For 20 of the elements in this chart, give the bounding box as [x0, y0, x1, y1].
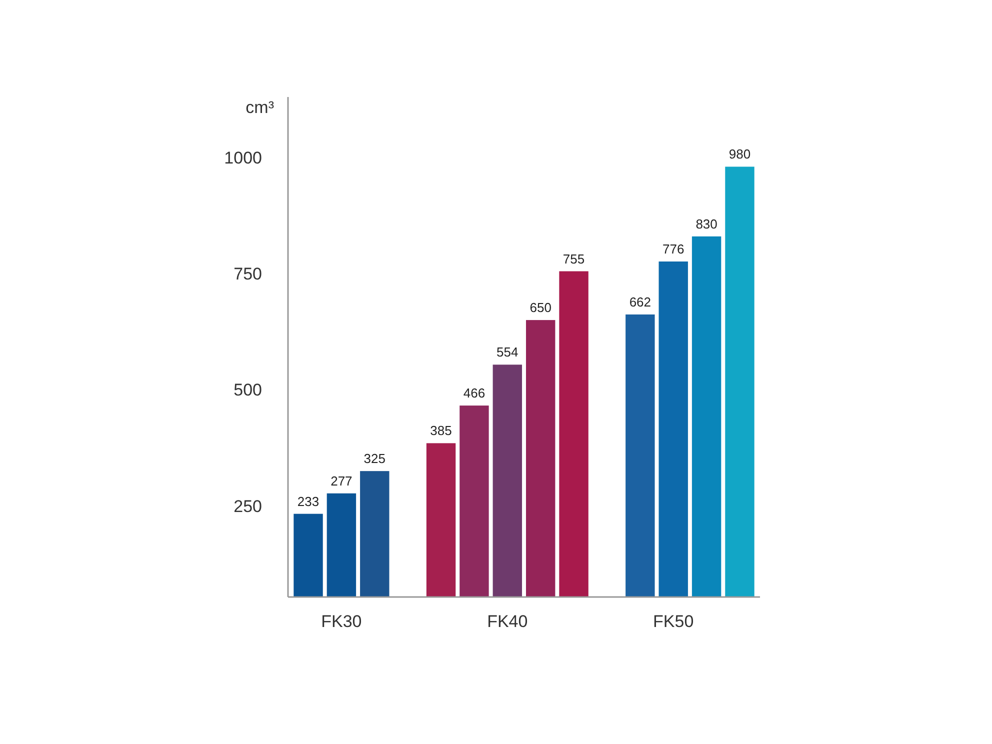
data-label: 233	[297, 494, 320, 509]
y-tick-label: 250	[234, 496, 262, 516]
data-label: 980	[728, 146, 751, 162]
data-label: 385	[430, 423, 452, 438]
x-tick-label: FK50	[653, 612, 694, 631]
data-label: 776	[662, 242, 684, 256]
data-label: 554	[496, 344, 518, 360]
y-tick-label: 750	[234, 264, 262, 284]
data-label: 755	[562, 251, 585, 266]
y-tick-label: 500	[234, 380, 262, 400]
y-tick-label: 1000	[224, 148, 262, 168]
x-tick-label: FK40	[487, 612, 528, 631]
data-label: 830	[696, 216, 718, 232]
y-axis-title: cm³	[246, 98, 274, 117]
data-label: 662	[629, 294, 652, 310]
data-label: 325	[364, 451, 386, 466]
x-tick-label: FK30	[321, 612, 362, 631]
data-label: 277	[330, 473, 352, 488]
data-label: 466	[463, 386, 486, 401]
data-label: 650	[530, 300, 552, 316]
